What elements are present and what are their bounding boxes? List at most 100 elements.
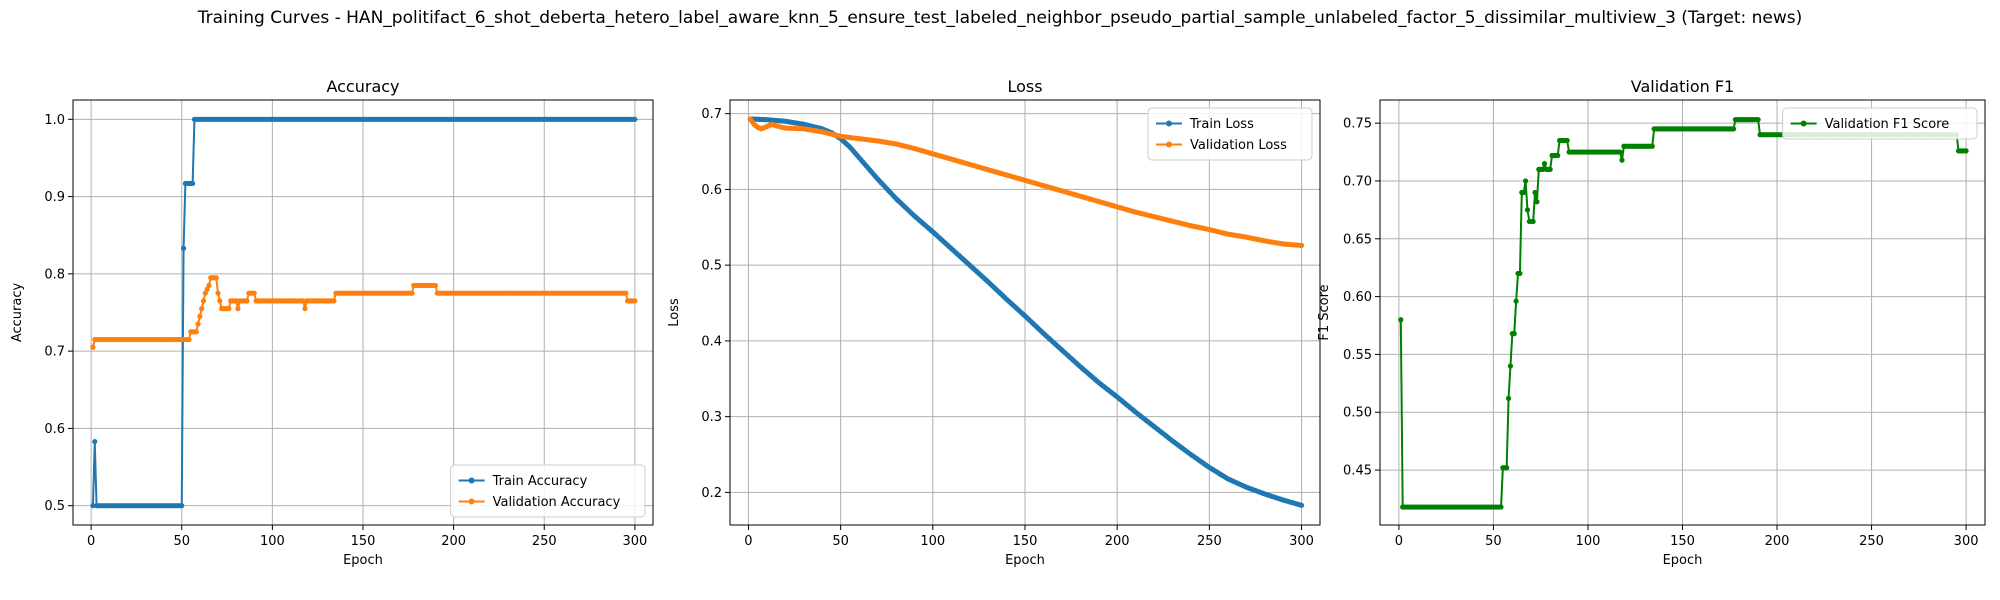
data-point xyxy=(1649,143,1655,149)
data-point xyxy=(180,245,187,251)
legend-box xyxy=(1782,107,1978,140)
x-axis-label: Epoch xyxy=(1005,553,1045,568)
data-point xyxy=(251,290,257,296)
data-point xyxy=(235,306,241,312)
x-tick-label: 250 xyxy=(532,534,557,549)
data-point xyxy=(90,344,96,350)
legend-swatch-marker xyxy=(468,477,475,484)
x-tick-label: 300 xyxy=(1954,534,1979,549)
data-point xyxy=(1398,317,1404,323)
data-point xyxy=(1524,207,1531,213)
series-line-1 xyxy=(1399,118,1967,509)
data-point xyxy=(1298,242,1305,249)
y-tick-label: 0.9 xyxy=(44,190,65,205)
data-point xyxy=(1539,166,1546,172)
data-point xyxy=(233,298,239,304)
data-point xyxy=(1617,149,1623,155)
x-tick-label: 200 xyxy=(1105,534,1130,549)
data-point xyxy=(623,290,629,296)
legend-label: Validation Loss xyxy=(1190,138,1287,153)
data-point xyxy=(1505,395,1512,401)
legend-label: Validation F1 Score xyxy=(1825,117,1950,132)
x-tick-label: 100 xyxy=(1576,534,1601,549)
series-markers-1 xyxy=(1398,117,1969,510)
data-point xyxy=(1541,161,1548,167)
y-tick-label: 1.0 xyxy=(44,113,65,128)
data-point xyxy=(90,503,96,509)
legend: Train Accuracy Validation Accuracy xyxy=(450,464,646,518)
data-point xyxy=(213,275,219,281)
legend: Validation F1 Score xyxy=(1782,107,1978,140)
data-point xyxy=(1547,166,1553,172)
legend-label: Train Loss xyxy=(1189,117,1254,132)
x-tick-label: 300 xyxy=(622,534,647,549)
y-tick-label: 0.8 xyxy=(44,267,65,282)
data-point xyxy=(186,336,192,343)
x-tick-label: 50 xyxy=(1485,534,1502,549)
data-point xyxy=(1730,126,1737,132)
y-tick-label: 0.70 xyxy=(1343,174,1372,189)
data-point xyxy=(215,290,221,296)
y-axis-label: F1 Score xyxy=(1317,284,1332,340)
y-tick-label: 0.2 xyxy=(701,486,722,501)
data-point xyxy=(1513,298,1519,304)
y-tick-label: 0.60 xyxy=(1343,290,1372,305)
x-tick-label: 200 xyxy=(1765,534,1790,549)
legend-label: Validation Accuracy xyxy=(493,495,621,510)
data-point xyxy=(1534,199,1540,205)
y-tick-label: 0.6 xyxy=(701,183,722,198)
data-point xyxy=(190,180,196,187)
data-point xyxy=(1530,218,1536,225)
data-point xyxy=(632,298,638,304)
x-tick-label: 100 xyxy=(260,534,285,549)
y-tick-label: 0.4 xyxy=(701,334,722,349)
series-markers-1 xyxy=(747,116,1305,508)
data-point xyxy=(197,313,203,319)
chart-title: Validation F1 xyxy=(1631,77,1734,96)
x-tick-label: 0 xyxy=(87,534,95,549)
y-tick-label: 0.7 xyxy=(701,107,722,122)
data-point xyxy=(204,286,210,292)
y-tick-label: 0.5 xyxy=(701,259,722,274)
data-point xyxy=(432,282,439,289)
data-point xyxy=(1564,137,1570,144)
data-point xyxy=(1521,189,1527,196)
y-tick-label: 0.45 xyxy=(1343,464,1372,479)
data-point xyxy=(206,282,212,289)
x-tick-label: 250 xyxy=(1859,534,1884,549)
y-tick-label: 0.75 xyxy=(1343,117,1372,132)
data-point xyxy=(1498,504,1504,510)
y-tick-label: 0.50 xyxy=(1343,406,1372,421)
y-tick-label: 0.55 xyxy=(1343,348,1372,363)
data-point xyxy=(1755,117,1761,123)
data-point xyxy=(632,116,638,122)
x-tick-label: 200 xyxy=(441,534,466,549)
data-point xyxy=(300,298,306,304)
y-tick-label: 0.6 xyxy=(44,422,65,437)
legend-swatch-marker xyxy=(1800,120,1807,127)
data-point xyxy=(1555,152,1561,159)
y-tick-label: 0.65 xyxy=(1343,232,1372,247)
figure-title: Training Curves - HAN_politifact_6_shot_… xyxy=(197,8,1803,28)
data-point xyxy=(217,298,223,304)
data-point xyxy=(331,298,337,304)
x-tick-label: 0 xyxy=(1395,534,1403,549)
data-point xyxy=(1298,502,1305,508)
x-axis-label: Epoch xyxy=(1663,553,1703,568)
data-point xyxy=(1507,363,1514,369)
x-tick-label: 300 xyxy=(1289,534,1314,549)
data-point xyxy=(195,321,201,327)
y-tick-label: 0.5 xyxy=(44,499,65,514)
data-point xyxy=(193,329,199,335)
y-tick-label: 0.7 xyxy=(44,345,65,360)
series-markers-1 xyxy=(90,116,638,509)
y-axis-label: Loss xyxy=(667,298,682,327)
legend-box xyxy=(1147,107,1313,161)
x-tick-label: 150 xyxy=(1013,534,1038,549)
data-point xyxy=(1517,270,1523,277)
x-tick-label: 50 xyxy=(832,534,849,549)
legend-swatch-marker xyxy=(1166,120,1172,127)
legend-swatch-marker xyxy=(468,498,475,505)
